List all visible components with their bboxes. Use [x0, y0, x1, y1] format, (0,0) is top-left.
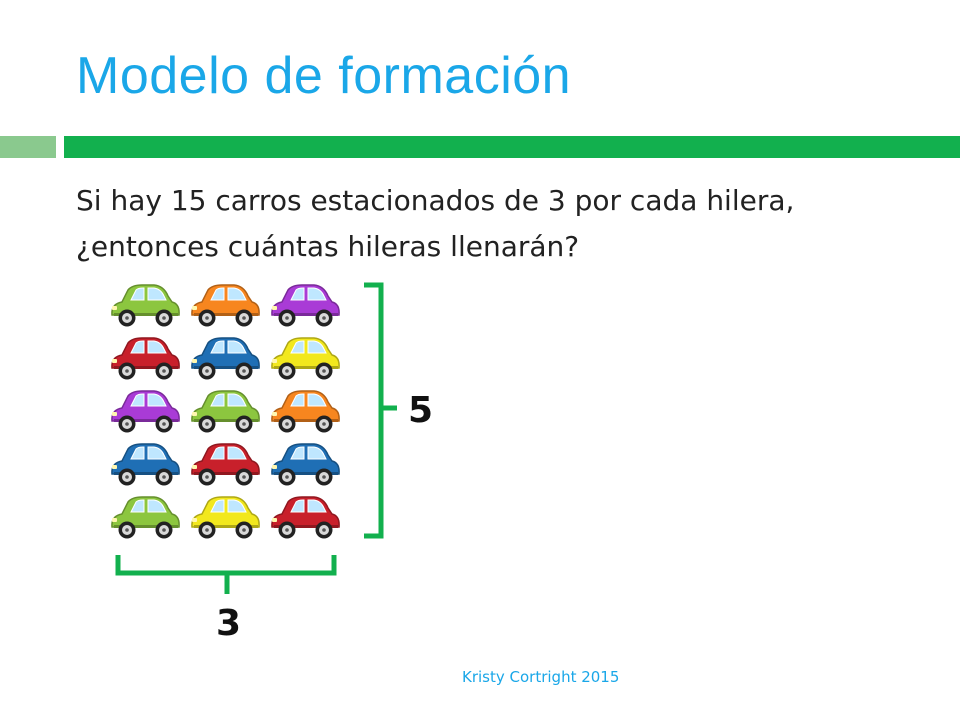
header-accent-bar — [64, 136, 960, 158]
columns-bracket — [115, 555, 337, 594]
question-text: Si hay 15 carros estacionados de 3 por c… — [76, 184, 795, 263]
car-icon — [271, 443, 340, 486]
car-icon — [271, 337, 340, 380]
car-icon — [271, 284, 340, 327]
car-array — [108, 282, 348, 552]
car-icon — [191, 390, 260, 433]
car-icon — [111, 390, 180, 433]
car-icon — [111, 337, 180, 380]
car-icon — [111, 496, 180, 539]
car-icon — [191, 496, 260, 539]
car-icon — [191, 337, 260, 380]
car-icon — [271, 496, 340, 539]
rows-bracket — [364, 282, 397, 539]
footer-credit: Kristy Cortright 2015 — [462, 668, 620, 686]
slide-title: Modelo de formación — [76, 47, 572, 105]
car-icon — [271, 390, 340, 433]
car-icon — [191, 284, 260, 327]
columns-count-label: 3 — [216, 603, 242, 644]
car-icon — [191, 443, 260, 486]
car-icon — [111, 443, 180, 486]
header-accent-bar-small — [0, 136, 56, 158]
rows-count-label: 5 — [408, 390, 434, 431]
car-icon — [111, 284, 180, 327]
